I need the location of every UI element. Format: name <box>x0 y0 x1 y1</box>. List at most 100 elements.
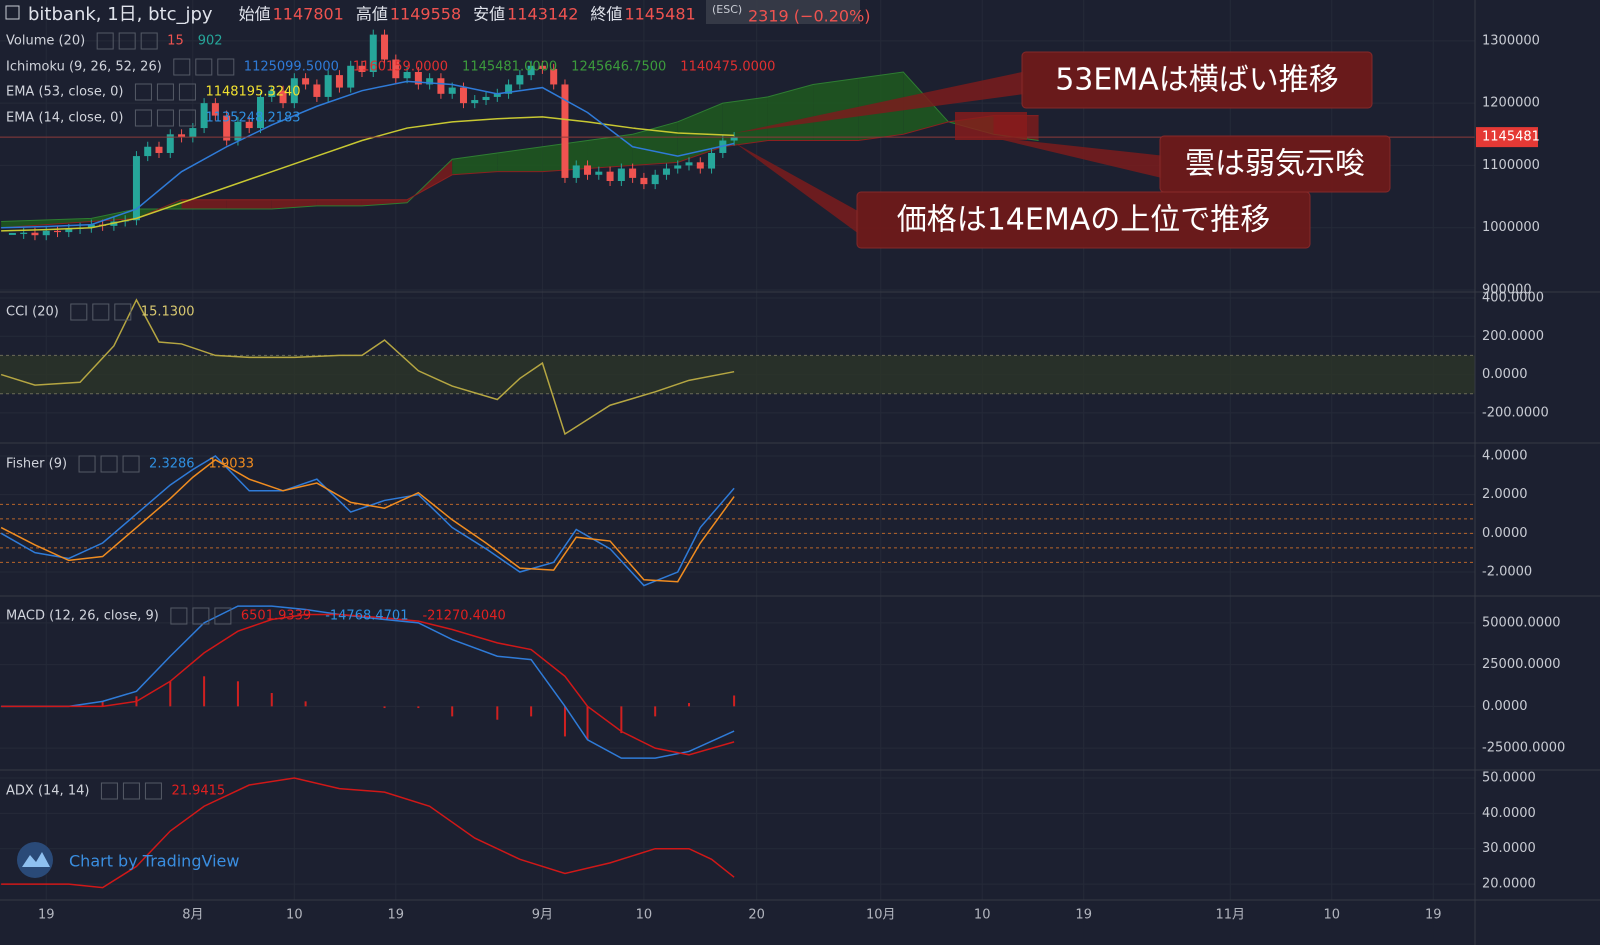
esc-label: (ESC) <box>712 3 742 16</box>
candle-body <box>166 134 174 153</box>
x-tick-label: 10 <box>286 908 303 923</box>
x-tick-label: 20 <box>748 908 765 923</box>
candle-body <box>42 230 50 236</box>
candle-body <box>200 103 208 129</box>
candle-body <box>358 65 366 73</box>
indicator-button[interactable] <box>144 782 162 800</box>
cloud-segment <box>587 134 633 169</box>
esc-badge <box>706 0 860 24</box>
indicator-button[interactable] <box>156 83 174 101</box>
indicator-name[interactable]: ADX (14, 14) <box>6 784 89 799</box>
indicator-button[interactable] <box>156 109 174 127</box>
indicator-button[interactable] <box>214 607 232 625</box>
candle-body <box>538 65 546 69</box>
indicator-button[interactable] <box>140 32 158 50</box>
indicator-readout: 902 <box>198 34 223 49</box>
y-tick-label: 0.0000 <box>1482 367 1528 382</box>
candle-body <box>516 75 524 85</box>
candle-body <box>493 93 501 97</box>
cloud-segment <box>452 152 498 175</box>
indicator-readout: 1245646.7500 <box>571 60 666 75</box>
indicator-name[interactable]: Volume (20) <box>6 34 85 49</box>
indicator-button[interactable] <box>70 303 88 321</box>
cloud-edge <box>1 115 1039 229</box>
indicator-button[interactable] <box>173 58 191 76</box>
candle-body <box>674 165 682 169</box>
indicator-readout: 1160159.0000 <box>353 60 448 75</box>
candle-body <box>313 84 321 97</box>
indicator-button[interactable] <box>96 32 114 50</box>
indicator-button[interactable] <box>78 455 96 473</box>
field-value: 1149558 <box>390 5 461 24</box>
indicator-line <box>0 458 735 583</box>
candle-body <box>279 90 287 104</box>
candle-body <box>584 165 592 175</box>
candle-body <box>527 65 535 76</box>
indicator-readout: 1135248.2183 <box>205 111 300 126</box>
symbol-icon[interactable] <box>5 5 20 20</box>
indicator-name[interactable]: Ichimoku (9, 26, 52, 26) <box>6 60 162 75</box>
indicator-name[interactable]: EMA (14, close, 0) <box>6 111 123 126</box>
indicator-name[interactable]: CCI (20) <box>6 305 59 320</box>
candle-body <box>178 134 186 138</box>
y-tick-label: 1300000 <box>1482 33 1540 48</box>
indicator-button[interactable] <box>92 303 110 321</box>
x-tick-label: 19 <box>1425 908 1442 923</box>
indicator-button[interactable] <box>118 32 136 50</box>
indicator-button[interactable] <box>170 607 188 625</box>
callout-box <box>1021 51 1373 109</box>
cloud-segment <box>181 199 227 210</box>
cloud-segment <box>813 78 859 141</box>
branding[interactable]: Chart by TradingView <box>69 852 239 871</box>
cloud-segment <box>677 103 723 163</box>
cloud-segment <box>316 199 362 206</box>
indicator-button[interactable] <box>114 303 132 321</box>
cci-band <box>0 355 1475 394</box>
y-tick-label: 2.0000 <box>1482 487 1528 502</box>
indicator-button[interactable] <box>178 83 196 101</box>
plot <box>0 29 1475 889</box>
indicator-button[interactable] <box>178 109 196 127</box>
candle-body <box>369 34 377 73</box>
indicator-button[interactable] <box>217 58 235 76</box>
candle-body <box>595 171 603 175</box>
indicator-button[interactable] <box>122 782 140 800</box>
indicator-name[interactable]: EMA (53, close, 0) <box>6 85 123 100</box>
histogram-bar <box>304 701 307 707</box>
indicator-readout: -21270.4040 <box>422 609 505 624</box>
candle-body <box>550 68 558 85</box>
indicator-readout: 1125099.5000 <box>244 60 339 75</box>
x-tick-label: 8月 <box>182 908 203 923</box>
field-label: 始値 <box>239 5 271 24</box>
candle-body <box>347 65 355 88</box>
y-tick-label: 1000000 <box>1482 220 1540 235</box>
x-tick-label: 19 <box>1075 908 1092 923</box>
candle-body <box>54 230 62 233</box>
indicator-button[interactable] <box>134 109 152 127</box>
indicator-button[interactable] <box>100 782 118 800</box>
histogram-bar <box>654 706 657 717</box>
indicator-name[interactable]: MACD (12, 26, close, 9) <box>6 609 159 624</box>
symbol[interactable]: bitbank, 1日, btc_jpy <box>28 4 213 25</box>
indicator-name[interactable]: Fisher (9) <box>6 457 67 472</box>
indicator-button[interactable] <box>192 607 210 625</box>
indicator-button[interactable] <box>122 455 140 473</box>
y-tick-label: 25000.0000 <box>1482 657 1561 672</box>
histogram-bar <box>620 706 623 734</box>
field-value: 1143142 <box>507 5 578 24</box>
x-tick-label: 10 <box>636 908 653 923</box>
logo-mark <box>22 852 50 867</box>
candle-body <box>617 168 625 182</box>
indicator-button[interactable] <box>100 455 118 473</box>
field-value: 1147801 <box>273 5 344 24</box>
indicator-button[interactable] <box>134 83 152 101</box>
candle-body <box>324 75 332 97</box>
indicator-line <box>0 455 735 587</box>
histogram-bar <box>530 706 533 717</box>
candle-body <box>392 59 400 79</box>
field-label: 安値 <box>473 5 505 24</box>
indicator-line <box>1 80 735 229</box>
candle-body <box>448 87 456 94</box>
indicator-button[interactable] <box>195 58 213 76</box>
